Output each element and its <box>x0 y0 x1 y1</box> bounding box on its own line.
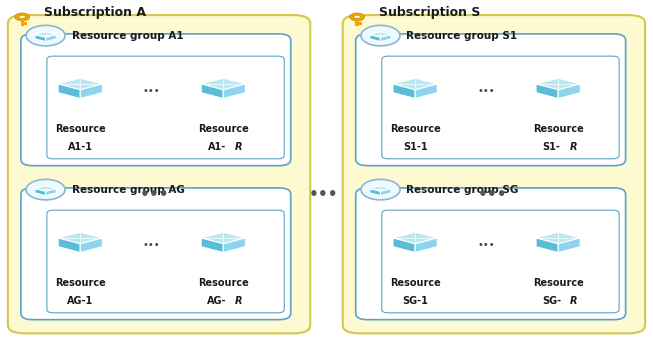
Text: AG-1: AG-1 <box>67 296 93 306</box>
Polygon shape <box>558 84 581 99</box>
Text: Resource: Resource <box>390 278 441 288</box>
Polygon shape <box>80 238 103 253</box>
Text: R: R <box>235 142 242 152</box>
Text: •••: ••• <box>308 187 338 202</box>
Text: Resource: Resource <box>198 124 249 134</box>
Polygon shape <box>558 238 581 253</box>
Text: Resource group SG: Resource group SG <box>406 185 519 195</box>
FancyBboxPatch shape <box>382 56 619 159</box>
Polygon shape <box>393 232 438 244</box>
Text: A1-1: A1-1 <box>68 142 93 152</box>
Text: Resource group A1: Resource group A1 <box>72 31 183 41</box>
Polygon shape <box>370 34 381 42</box>
Text: Resource group S1: Resource group S1 <box>406 31 518 41</box>
Text: A1-: A1- <box>208 142 226 152</box>
Circle shape <box>26 179 65 200</box>
Polygon shape <box>536 238 558 253</box>
Text: Resource: Resource <box>390 124 441 134</box>
Polygon shape <box>536 232 581 244</box>
Polygon shape <box>201 84 223 99</box>
Text: •••: ••• <box>143 86 161 96</box>
FancyBboxPatch shape <box>47 56 284 159</box>
Polygon shape <box>370 32 391 37</box>
Polygon shape <box>536 84 558 99</box>
Polygon shape <box>393 84 415 99</box>
Bar <box>358 23 362 24</box>
Polygon shape <box>415 84 438 99</box>
Text: •••: ••• <box>478 86 496 96</box>
Text: Resource: Resource <box>533 278 584 288</box>
Bar <box>24 23 27 24</box>
Circle shape <box>349 13 364 21</box>
FancyBboxPatch shape <box>47 210 284 313</box>
Polygon shape <box>58 238 80 253</box>
FancyBboxPatch shape <box>356 34 626 166</box>
Text: R: R <box>570 296 577 306</box>
Polygon shape <box>415 238 438 253</box>
Text: S1-: S1- <box>543 142 560 152</box>
Polygon shape <box>223 84 246 99</box>
Polygon shape <box>35 186 56 191</box>
Polygon shape <box>58 232 103 244</box>
Polygon shape <box>381 34 391 42</box>
Text: •••: ••• <box>478 240 496 250</box>
Text: SG-: SG- <box>542 296 561 306</box>
Polygon shape <box>58 84 80 99</box>
Text: Resource: Resource <box>55 278 106 288</box>
Polygon shape <box>201 238 223 253</box>
Polygon shape <box>35 189 46 196</box>
Text: R: R <box>570 142 577 152</box>
Circle shape <box>26 25 65 46</box>
Polygon shape <box>370 189 381 196</box>
Text: S1-1: S1-1 <box>403 142 428 152</box>
FancyBboxPatch shape <box>343 15 645 333</box>
Polygon shape <box>80 84 103 99</box>
Circle shape <box>15 13 29 21</box>
Polygon shape <box>223 238 246 253</box>
Polygon shape <box>35 34 46 42</box>
Text: Resource group AG: Resource group AG <box>72 185 185 195</box>
Text: Subscription A: Subscription A <box>44 6 146 19</box>
FancyBboxPatch shape <box>21 34 291 166</box>
FancyBboxPatch shape <box>356 188 626 320</box>
Bar <box>21 20 24 27</box>
Polygon shape <box>46 34 56 42</box>
FancyBboxPatch shape <box>21 188 291 320</box>
Text: SG-1: SG-1 <box>402 296 428 306</box>
Text: AG-: AG- <box>207 296 227 306</box>
Polygon shape <box>35 32 56 37</box>
Text: Resource: Resource <box>533 124 584 134</box>
Polygon shape <box>536 78 581 90</box>
Text: •••: ••• <box>477 187 507 202</box>
Polygon shape <box>201 232 246 244</box>
Circle shape <box>361 179 400 200</box>
Bar <box>355 20 358 27</box>
Polygon shape <box>393 238 415 253</box>
Bar <box>24 22 27 23</box>
Polygon shape <box>370 186 391 191</box>
Circle shape <box>19 15 25 19</box>
Polygon shape <box>201 78 246 90</box>
Circle shape <box>354 15 360 19</box>
FancyBboxPatch shape <box>8 15 310 333</box>
Polygon shape <box>58 78 103 90</box>
Text: •••: ••• <box>143 240 161 250</box>
Text: Subscription S: Subscription S <box>379 6 480 19</box>
Polygon shape <box>46 189 56 196</box>
Text: Resource: Resource <box>55 124 106 134</box>
FancyBboxPatch shape <box>382 210 619 313</box>
Text: R: R <box>235 296 242 306</box>
Bar <box>358 22 362 23</box>
Text: •••: ••• <box>139 187 169 202</box>
Text: Resource: Resource <box>198 278 249 288</box>
Circle shape <box>361 25 400 46</box>
Polygon shape <box>381 189 391 196</box>
Polygon shape <box>393 78 438 90</box>
